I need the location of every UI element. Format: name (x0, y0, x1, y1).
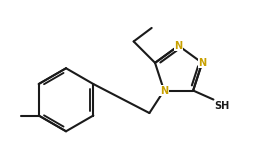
Text: SH: SH (215, 101, 230, 111)
Text: N: N (198, 58, 206, 68)
Text: N: N (174, 41, 183, 51)
Text: N: N (160, 86, 168, 96)
